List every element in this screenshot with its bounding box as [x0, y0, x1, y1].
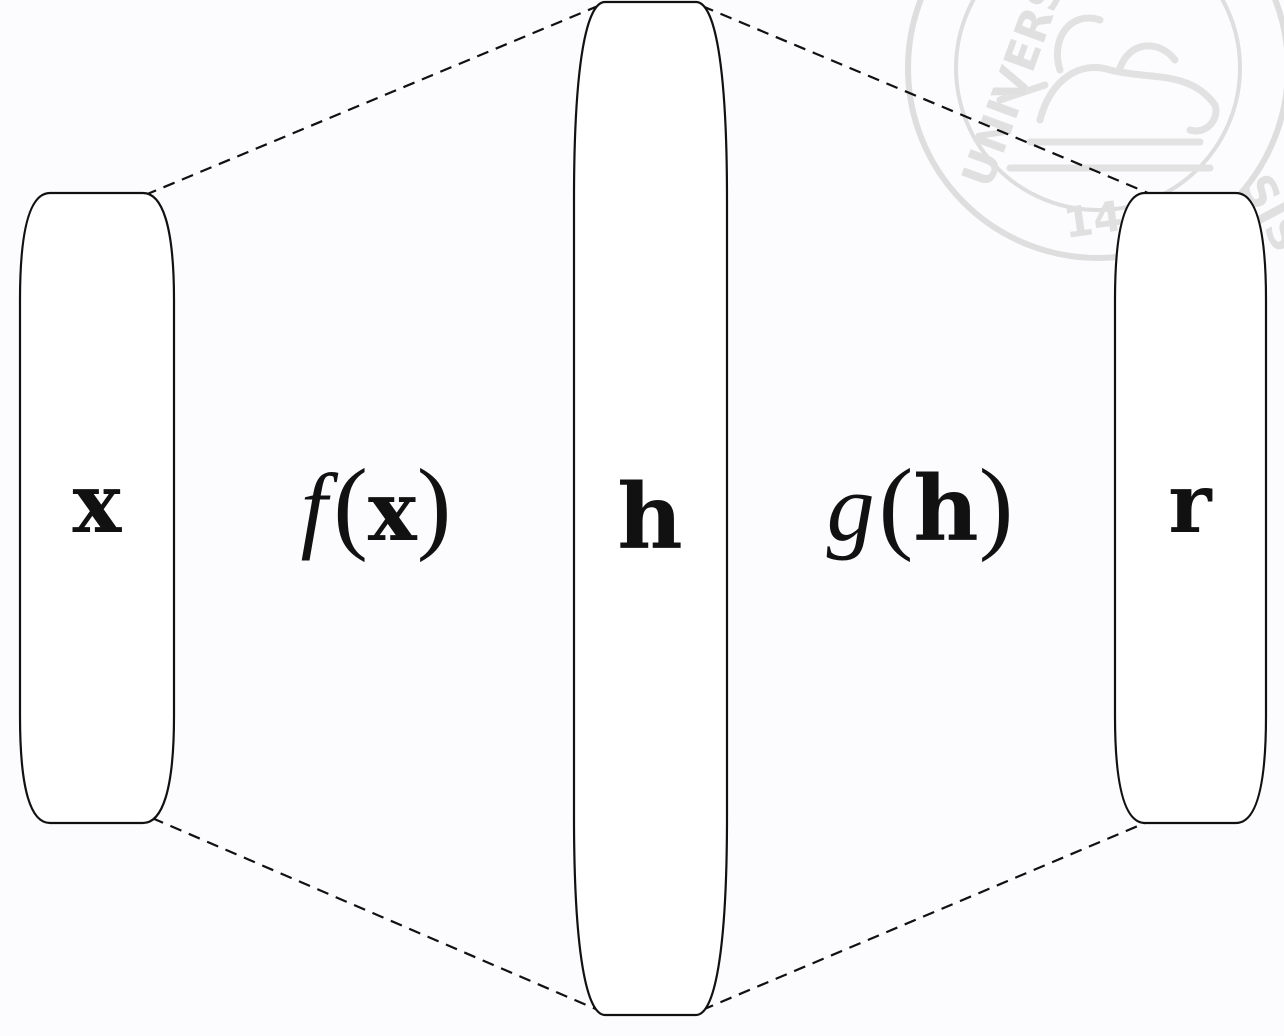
edge-input-code-bottom [151, 816, 599, 1012]
edge-code-reconstruction-top [701, 4, 1149, 195]
decoder-open-paren: ( [879, 448, 914, 563]
decoder-close-paren: ) [979, 448, 1014, 563]
node-input: x [18, 191, 176, 825]
decoder-argument: h [913, 456, 978, 562]
edge-code-reconstruction-bottom [701, 821, 1146, 1012]
edge-input-code-top [144, 4, 599, 197]
seal-emblem-icon [996, 14, 1220, 172]
node-input-label: x [73, 456, 123, 552]
node-code-label: h [617, 464, 682, 570]
encoder-open-paren: ( [333, 448, 368, 563]
node-input-shape [18, 191, 176, 825]
node-reconstruction: r [1113, 191, 1268, 825]
node-code: h [572, 0, 729, 1017]
node-reconstruction-shape [1113, 191, 1268, 825]
seal-year: 14 [1061, 191, 1126, 248]
encoder-close-paren: ) [417, 448, 452, 563]
encoder-function-label: f(x) [301, 448, 452, 563]
decoder-function-label: g(h) [827, 448, 1014, 563]
decoder-function-name: g [827, 454, 875, 561]
node-reconstruction-label: r [1168, 456, 1213, 552]
encoder-argument: x [368, 464, 418, 560]
node-code-shape [572, 0, 729, 1017]
